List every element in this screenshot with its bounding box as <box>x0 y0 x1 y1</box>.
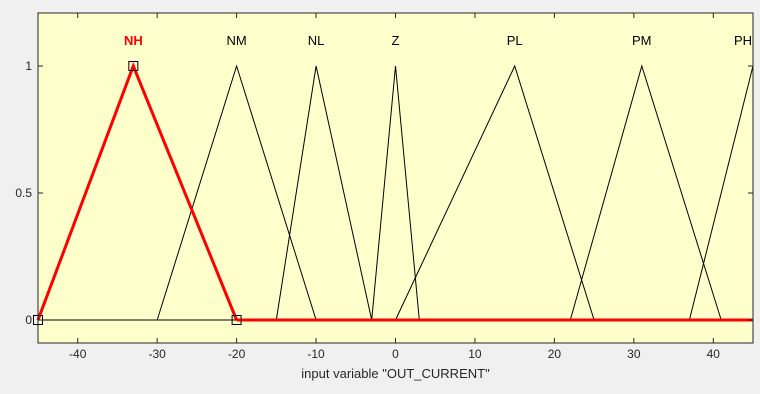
series-label-nm: NM <box>227 33 247 48</box>
x-tick-label: 30 <box>627 347 641 361</box>
series-line-ph[interactable] <box>688 65 754 321</box>
series-label-ph: PH <box>734 33 752 48</box>
x-axis-label: input variable "OUT_CURRENT" <box>301 366 490 381</box>
series-line-nl[interactable] <box>275 65 373 321</box>
vertex-handle[interactable] <box>128 61 139 71</box>
x-tick-label: -40 <box>69 347 87 361</box>
y-tick-label: 0.5 <box>15 186 32 200</box>
vertex-handle[interactable] <box>231 315 242 325</box>
series-label-pl: PL <box>507 33 523 48</box>
x-tick-label: -20 <box>228 347 246 361</box>
x-tick-label: -30 <box>148 347 166 361</box>
y-tick-label: 0 <box>25 313 32 327</box>
series-label-z: Z <box>392 33 400 48</box>
series-line-pl[interactable] <box>395 64 595 321</box>
x-tick-label: 20 <box>548 347 562 361</box>
series-line-z[interactable] <box>371 65 420 321</box>
plot-area <box>38 13 753 343</box>
x-tick-label: 40 <box>707 347 721 361</box>
x-tick-label: 0 <box>392 347 399 361</box>
y-tick-label: 1 <box>25 59 32 73</box>
series-label-nl: NL <box>308 33 325 48</box>
x-tick-label: 10 <box>468 347 482 361</box>
series-line-nh[interactable] <box>36 61 238 321</box>
series-label-nh: NH <box>124 33 143 48</box>
x-tick-label: -10 <box>307 347 325 361</box>
series-line-pm[interactable] <box>569 64 722 321</box>
series-label-pm: PM <box>632 33 652 48</box>
